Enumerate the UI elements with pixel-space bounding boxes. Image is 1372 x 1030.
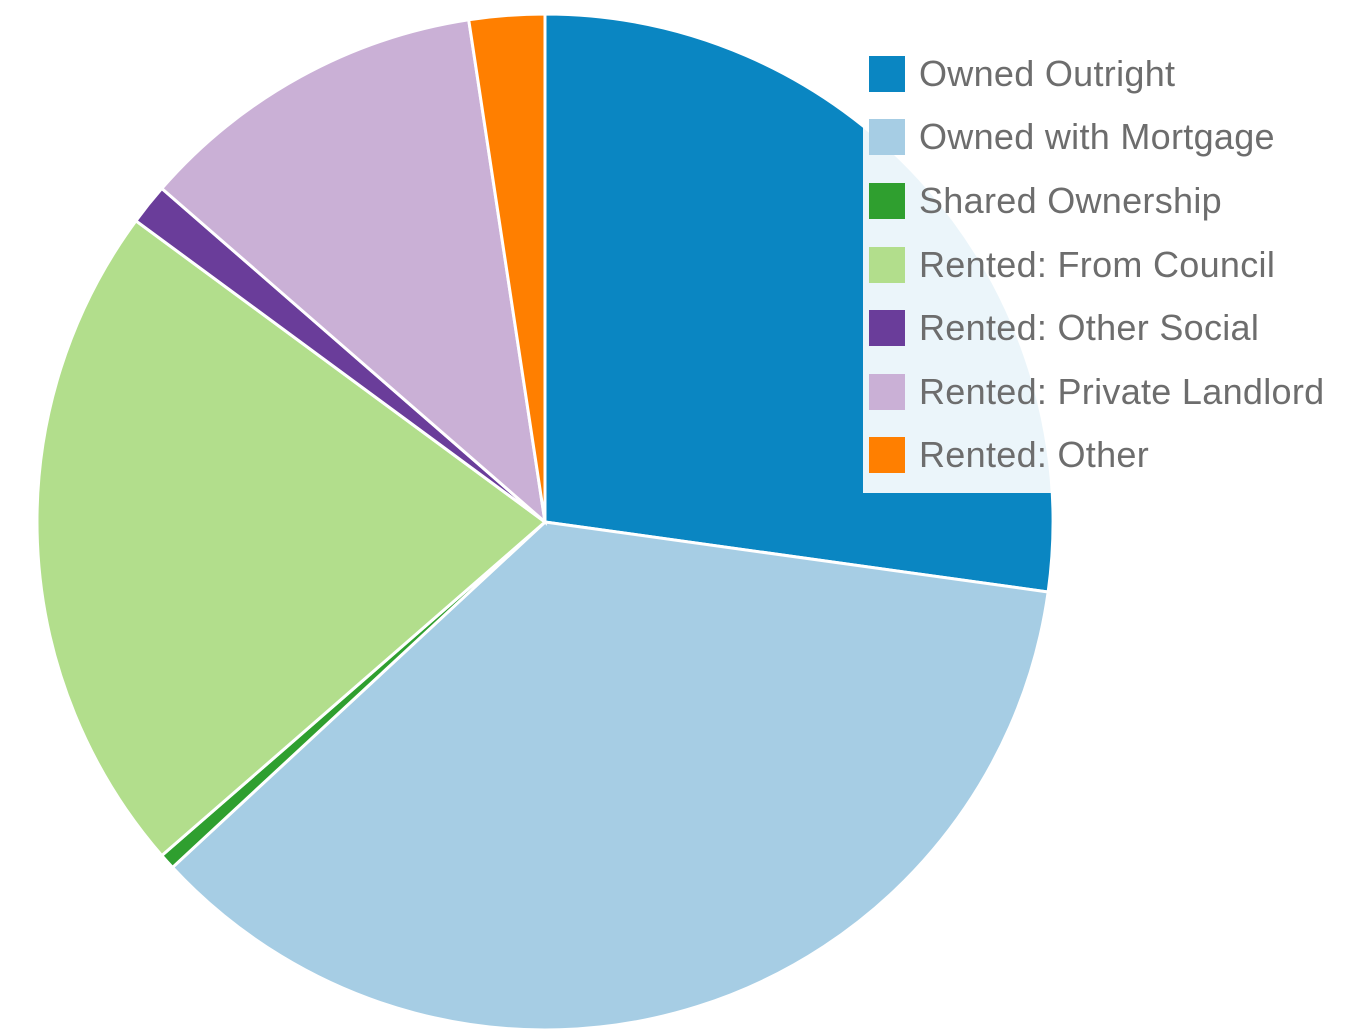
legend-swatch: [869, 55, 905, 92]
pie-slice-rented-other: [466, 12, 547, 523]
legend-label: Owned Outright: [919, 52, 1176, 94]
pie-slice-owned-with-mortgage: [170, 520, 1050, 1030]
legend-item: Rented: Other Social: [863, 296, 1363, 360]
legend-item: Owned with Mortgage: [863, 106, 1363, 170]
legend-item: Owned Outright: [863, 42, 1363, 106]
legend-swatch: [869, 119, 905, 156]
legend-label: Rented: Private Landlord: [919, 370, 1325, 412]
legend-swatch: [869, 310, 905, 347]
legend-label: Rented: From Council: [919, 243, 1276, 285]
legend-label: Owned with Mortgage: [919, 116, 1275, 158]
legend-swatch: [869, 437, 905, 474]
legend-label: Rented: Other: [919, 434, 1150, 476]
legend-item: Rented: Private Landlord: [863, 360, 1363, 424]
legend-swatch: [869, 246, 905, 283]
pie-slice-rented-private-landlord: [159, 18, 548, 526]
legend-item: Rented: Other: [863, 424, 1363, 488]
chart-legend: Owned Outright Owned with Mortgage Shared …: [863, 38, 1363, 494]
legend-label: Shared Ownership: [919, 179, 1222, 221]
legend-item: Shared Ownership: [863, 169, 1363, 233]
legend-swatch: [869, 373, 905, 410]
legend-item: Rented: From Council: [863, 233, 1363, 297]
pie-slice-rented-from-council: [35, 218, 548, 858]
legend-label: Rented: Other Social: [919, 307, 1260, 349]
legend-swatch: [869, 182, 905, 219]
